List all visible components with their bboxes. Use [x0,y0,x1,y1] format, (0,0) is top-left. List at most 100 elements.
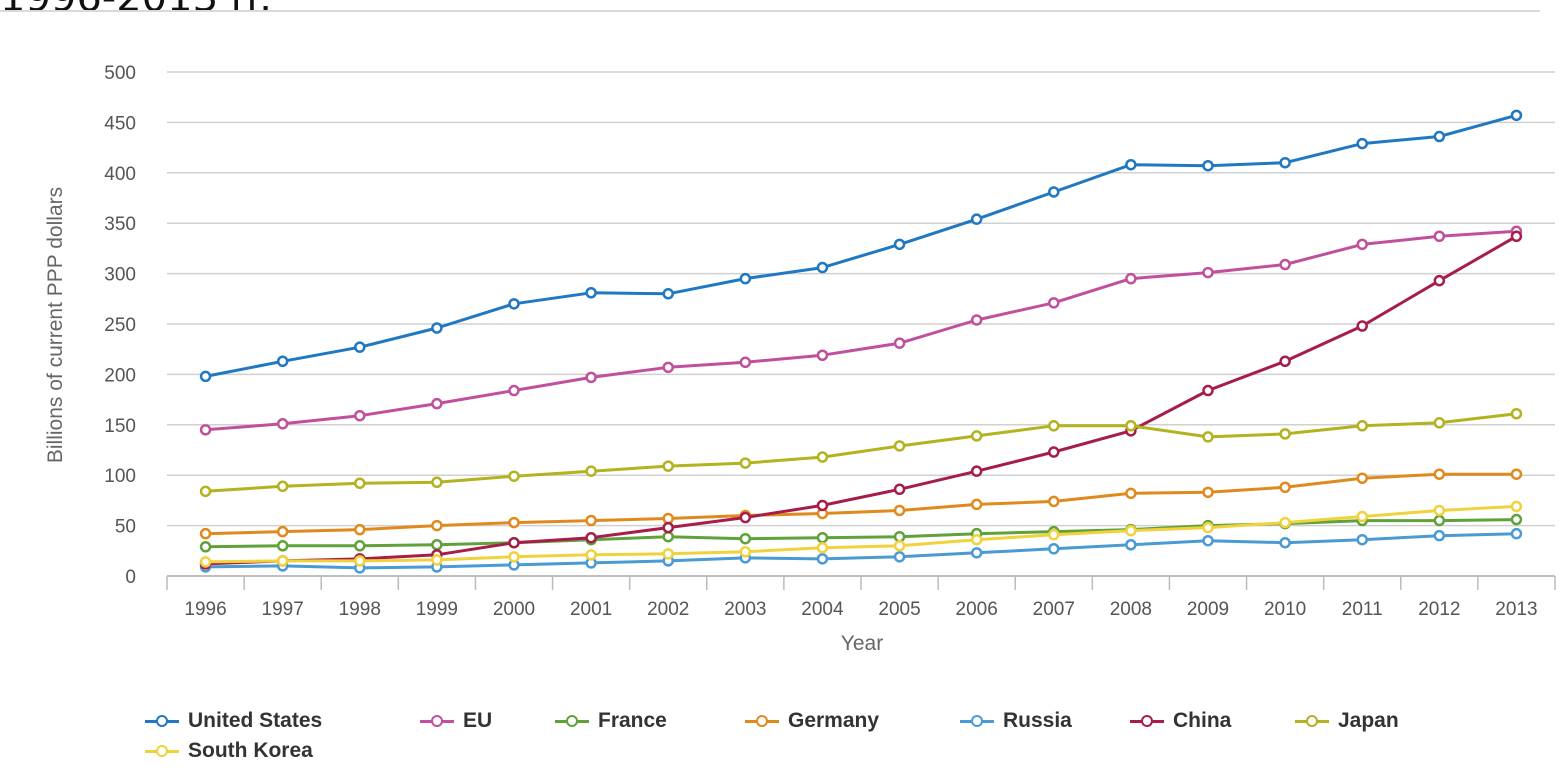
x-tick-label: 2003 [724,599,766,620]
series-united-states [199,109,1523,383]
data-point [1510,513,1523,526]
data-point [199,424,212,436]
y-tick-label: 100 [104,466,136,487]
legend-label: Germany [788,709,880,732]
x-axis-title: Year [841,632,883,655]
series-south-korea [199,500,1523,568]
page-heading: 1996-2013 rr. [0,0,272,18]
data-point [970,213,983,225]
x-tick-label: 1997 [262,599,304,620]
data-point [1202,159,1214,172]
data-point [1202,521,1214,534]
legend-item[interactable]: South Korea [145,736,313,766]
data-point [1433,130,1446,143]
series-line [205,532,1517,570]
data-point [1125,420,1137,432]
y-tick-label: 300 [104,265,136,286]
series-germany [199,468,1523,540]
series-russia [199,527,1523,574]
data-point [1202,431,1214,443]
data-point [1048,528,1060,541]
data-point [739,532,752,545]
data-point [1356,472,1368,484]
x-tick-label: 2011 [1342,599,1383,620]
data-point [816,499,829,512]
legend-item[interactable]: Russia [960,706,1072,736]
data-point [276,355,289,368]
legend-swatch [1130,714,1164,728]
y-axis-title: Billions of current PPP dollars [44,187,67,463]
legend-item[interactable]: China [1130,706,1231,736]
data-point [1279,481,1291,494]
x-tick-label: 2013 [1495,599,1537,620]
data-point [816,531,829,544]
data-point [1125,524,1137,537]
data-point [1125,539,1137,551]
data-point [431,519,443,532]
data-point [199,541,212,553]
x-tick-label: 2009 [1187,599,1229,620]
legend-label: China [1173,709,1232,732]
series-japan [199,407,1523,498]
legend-label: France [598,709,667,732]
data-point [276,525,289,538]
legend-item[interactable]: France [555,706,667,736]
data-point [1125,158,1137,171]
data-point [816,349,829,361]
data-point [662,512,674,525]
legend-item[interactable]: EU [420,706,492,736]
data-point [893,551,906,563]
data-point [1279,428,1291,440]
data-point [1356,533,1368,546]
data-point [739,546,752,558]
data-point [276,418,289,430]
data-point [970,533,983,546]
data-point [1356,420,1368,432]
data-point [893,440,906,452]
x-tick-label: 2004 [801,599,844,620]
data-point [970,430,983,442]
legend-swatch [745,714,779,728]
data-point [662,548,674,560]
data-point [354,409,366,422]
data-point [1510,407,1523,420]
y-tick-label: 200 [104,365,136,386]
data-point [1279,156,1291,169]
data-point [508,536,520,549]
data-point [1433,504,1446,517]
y-tick-label: 400 [104,164,136,185]
data-point [816,451,829,463]
series-line [205,412,1517,493]
data-point [816,261,829,274]
data-point [970,314,983,326]
data-point [508,298,520,310]
y-tick-label: 450 [104,113,136,134]
data-point [1202,486,1214,499]
data-point [1279,536,1291,549]
data-point [585,465,597,477]
data-point [662,460,674,472]
data-point [431,539,443,551]
series-line [205,472,1517,536]
data-point [970,465,983,477]
legend-item[interactable]: Japan [1295,706,1399,736]
legend-item[interactable]: United States [145,706,322,736]
y-tick-label: 0 [125,567,136,588]
y-tick-label: 250 [104,315,136,336]
data-point [354,523,366,536]
data-point [585,514,597,527]
data-point [508,516,520,529]
data-point [662,288,674,300]
x-tick-label: 2012 [1418,599,1460,620]
series-line [205,113,1517,378]
legend-item[interactable]: Germany [745,706,879,736]
x-tick-label: 1996 [184,599,226,620]
data-point [893,530,906,543]
x-tick-label: 2006 [956,599,998,620]
data-point [1356,320,1368,332]
data-point [1510,109,1523,122]
data-point [1433,529,1446,542]
heading-divider [0,10,1540,12]
data-point [1279,516,1291,529]
